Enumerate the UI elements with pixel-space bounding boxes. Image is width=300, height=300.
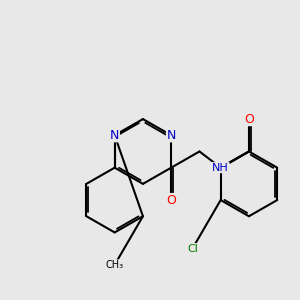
Text: N: N (110, 129, 119, 142)
Text: CH₃: CH₃ (106, 260, 124, 270)
Text: N: N (167, 129, 176, 142)
Text: O: O (166, 194, 176, 207)
Text: O: O (244, 112, 254, 126)
Text: NH: NH (212, 163, 229, 173)
Text: Cl: Cl (187, 244, 198, 254)
